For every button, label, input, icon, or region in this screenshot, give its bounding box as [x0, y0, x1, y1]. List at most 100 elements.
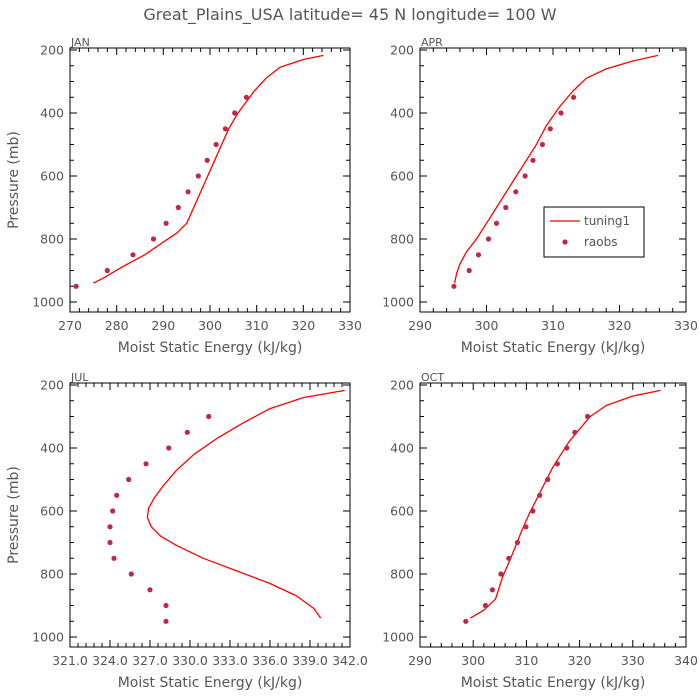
data-point-raobs — [166, 445, 172, 451]
data-point-raobs — [143, 461, 149, 467]
x-tick-label: 320 — [568, 653, 592, 668]
plot-frame — [419, 47, 687, 313]
data-point-raobs — [585, 413, 591, 420]
panel-oct: OCT 290 300 310 320 330 340 200 400 600 800 1000 Mo… — [382, 371, 698, 691]
data-point-raobs — [545, 476, 551, 483]
y-tick-label: 200 — [40, 43, 64, 58]
x-tick-label: 270 — [58, 318, 82, 333]
y-tick-label: 600 — [40, 169, 64, 184]
data-point-raobs — [522, 173, 528, 179]
x-axis-title: Moist Static Energy (kJ/kg) — [118, 675, 303, 691]
x-tick-label: 321.0 — [52, 653, 88, 668]
x-tick-label: 339.0 — [292, 653, 328, 668]
data-point-raobs — [572, 429, 578, 435]
x-tick-label: 310 — [514, 653, 538, 668]
data-point-raobs — [107, 524, 113, 530]
data-point-raobs — [195, 173, 201, 179]
series-line-tuning1 — [453, 54, 659, 284]
data-point-raobs — [232, 110, 238, 116]
x-tick-label: 324.0 — [92, 653, 128, 668]
x-tick-label: 300 — [198, 318, 222, 333]
y-tick-label: 200 — [390, 43, 414, 58]
data-point-raobs — [539, 141, 546, 148]
y-tick-label: 800 — [40, 232, 64, 247]
data-point-raobs — [451, 283, 457, 289]
data-point-raobs — [503, 204, 509, 211]
legend-label: tuning1 — [584, 214, 630, 228]
y-tick-label: 800 — [390, 232, 414, 247]
data-point-raobs — [506, 555, 512, 561]
x-tick-label: 310 — [541, 318, 565, 333]
y-tick-label: 200 — [390, 378, 414, 393]
data-point-raobs — [547, 126, 553, 132]
data-point-raobs — [523, 524, 529, 530]
x-tick-label: 330 — [621, 653, 645, 668]
data-point-raobs — [475, 252, 482, 258]
series-line-tuning1 — [470, 389, 661, 619]
data-point-raobs — [111, 555, 117, 561]
legend-marker-raobs — [562, 239, 568, 245]
data-point-raobs — [493, 220, 500, 226]
data-point-raobs — [185, 189, 191, 195]
data-point-raobs — [558, 110, 564, 116]
y-axis-title: Pressure (mb) — [6, 466, 22, 564]
data-point-raobs — [482, 602, 488, 609]
data-point-raobs — [184, 429, 190, 435]
data-point-raobs — [150, 236, 157, 242]
x-tick-label: 300 — [461, 653, 485, 668]
y-tick-label: 1000 — [32, 295, 64, 310]
legend-label: raobs — [584, 235, 618, 249]
x-tick-label: 290 — [151, 318, 175, 333]
data-point-raobs — [107, 539, 113, 546]
y-tick-label: 1000 — [382, 630, 414, 645]
data-point-raobs — [126, 476, 132, 483]
data-point-raobs — [489, 587, 495, 593]
data-point-raobs — [463, 618, 469, 624]
data-point-raobs — [243, 94, 249, 100]
y-tick-label: 600 — [40, 504, 64, 519]
panel-title: APR — [421, 36, 443, 49]
data-point-raobs — [554, 461, 560, 467]
x-tick-label: 340 — [674, 653, 698, 668]
data-point-raobs — [530, 157, 536, 163]
data-point-raobs — [114, 492, 120, 498]
data-point-raobs — [466, 267, 472, 274]
x-tick-label: 327.0 — [132, 653, 168, 668]
x-tick-label: 333.0 — [212, 653, 248, 668]
y-tick-label: 600 — [390, 504, 414, 519]
data-point-raobs — [530, 508, 536, 514]
data-point-raobs — [537, 492, 543, 498]
y-tick-label: 400 — [40, 106, 64, 121]
x-tick-label: 330 — [338, 318, 362, 333]
data-point-raobs — [128, 571, 134, 577]
y-tick-label: 400 — [390, 441, 414, 456]
data-point-raobs — [175, 204, 181, 211]
y-tick-label: 1000 — [32, 630, 64, 645]
panel-title: JUL — [70, 371, 89, 384]
x-tick-label: 330.0 — [172, 653, 208, 668]
data-point-raobs — [485, 236, 492, 242]
data-point-raobs — [110, 508, 116, 514]
x-tick-label: 330 — [674, 318, 698, 333]
y-tick-label: 400 — [390, 106, 414, 121]
y-tick-label: 200 — [40, 378, 64, 393]
data-point-raobs — [163, 618, 169, 624]
data-point-raobs — [163, 220, 169, 226]
x-axis-title: Moist Static Energy (kJ/kg) — [461, 340, 646, 356]
data-point-raobs — [498, 571, 504, 577]
x-tick-label: 290 — [408, 653, 432, 668]
x-tick-label: 336.0 — [252, 653, 288, 668]
main-title: Great_Plains_USA latitude= 45 N longitud… — [143, 5, 556, 25]
x-tick-label: 290 — [408, 318, 432, 333]
y-tick-label: 800 — [390, 567, 414, 582]
panel-title: JAN — [70, 36, 90, 49]
data-point-raobs — [571, 94, 577, 100]
panel-jul: JUL 321.0 324.0 327.0 330.0 333.0 336.0 339.0 3… — [6, 371, 368, 691]
data-point-raobs — [564, 445, 570, 451]
data-point-raobs — [73, 283, 79, 289]
x-tick-label: 280 — [105, 318, 129, 333]
data-point-raobs — [147, 587, 153, 593]
data-point-raobs — [204, 157, 210, 163]
data-point-raobs — [206, 413, 212, 420]
